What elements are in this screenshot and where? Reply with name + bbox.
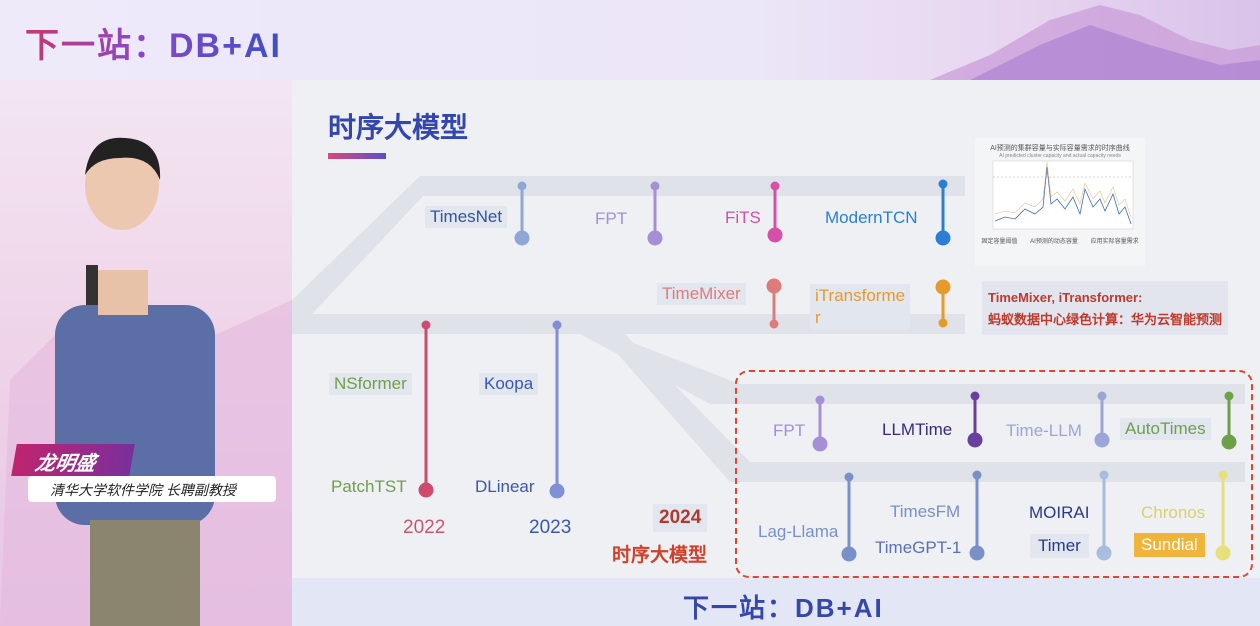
pin-fits bbox=[767, 181, 783, 243]
title-underline bbox=[328, 153, 386, 159]
model-timesnet: TimesNet bbox=[425, 206, 508, 228]
pin-timesnet bbox=[514, 181, 530, 246]
mini-chart-subtitle: AI predicted cluster capacity and actual… bbox=[999, 153, 1121, 159]
model-timesfm: TimesFM bbox=[890, 502, 961, 521]
model-fpt: FPT bbox=[595, 209, 628, 228]
year-2022: 2022 bbox=[403, 517, 446, 538]
model-fits: FiTS bbox=[725, 208, 761, 227]
model-nsformer: NSformer bbox=[329, 373, 412, 395]
footer-logo: 下一站：DB+AI bbox=[683, 593, 884, 623]
model-lag-llama: Lag-Llama bbox=[758, 522, 839, 541]
pin-2022 bbox=[418, 320, 434, 498]
pin-chronos bbox=[1215, 470, 1231, 561]
timeline-pins bbox=[418, 179, 1237, 562]
pin-autotimes bbox=[1221, 391, 1237, 450]
application-note: TimeMixer, iTransformer: 蚂蚁数据中心绿色计算：华为云智… bbox=[982, 281, 1228, 335]
pin-2023 bbox=[549, 320, 565, 499]
pin-time-llm bbox=[1094, 391, 1110, 448]
model-fpt-llm: FPT bbox=[773, 421, 806, 440]
model-timegpt-1: TimeGPT-1 bbox=[875, 538, 962, 557]
pin-moderntcn bbox=[935, 179, 951, 246]
note-line-2: 蚂蚁数据中心绿色计算：华为云智能预测 bbox=[988, 312, 1223, 327]
mini-chart-plot bbox=[992, 160, 1134, 230]
pin-itransformer bbox=[935, 279, 951, 328]
model-timemixer: TimeMixer bbox=[657, 283, 746, 305]
mini-legend-2: 应用实际容量需求 bbox=[1090, 239, 1139, 245]
mini-legend-1: AI预测的动态容量 bbox=[1030, 239, 1078, 245]
model-koopa: Koopa bbox=[479, 373, 539, 395]
model-autotimes: AutoTimes bbox=[1120, 418, 1211, 440]
model-itransformer: iTransforme r bbox=[810, 284, 911, 330]
model-llmtime: LLMTime bbox=[882, 420, 953, 439]
pin-fpt-llm bbox=[812, 395, 828, 452]
model-patchtst: PatchTST bbox=[331, 477, 407, 496]
year-2023: 2023 bbox=[529, 517, 572, 538]
speaker-title: 清华大学软件学院 长聘副教授 bbox=[28, 476, 276, 502]
mountain-decoration bbox=[930, 5, 1260, 80]
capacity-mini-chart: AI预测的集群容量与实际容量需求的时序曲线 AI predicted clust… bbox=[975, 138, 1145, 266]
pin-fpt bbox=[647, 181, 663, 246]
itransformer-line-2: r bbox=[815, 308, 821, 327]
event-logo: 下一站：DB+AI bbox=[25, 18, 282, 67]
pin-moirai bbox=[1096, 470, 1112, 561]
mini-legend-0: 固定容量阈值 bbox=[981, 239, 1018, 245]
footer-band bbox=[292, 578, 1260, 626]
model-timer: Timer bbox=[1030, 534, 1089, 558]
llm-highlight-box bbox=[735, 370, 1253, 578]
model-moirai: MOIRAI bbox=[1029, 503, 1090, 522]
mini-chart-title: AI预测的集群容量与实际容量需求的时序曲线 bbox=[990, 145, 1130, 152]
itransformer-line-1: iTransforme bbox=[815, 286, 906, 305]
model-moderntcn: ModernTCN bbox=[825, 208, 918, 227]
pin-timesfm bbox=[969, 470, 985, 561]
pin-llmtime bbox=[967, 391, 983, 448]
model-time-llm: Time-LLM bbox=[1006, 421, 1082, 440]
label-ts-foundation-models: 时序大模型 bbox=[612, 545, 708, 566]
year-2024: 2024 bbox=[653, 504, 708, 532]
model-chronos: Chronos bbox=[1141, 503, 1206, 522]
note-line-1: TimeMixer, iTransformer: bbox=[988, 290, 1143, 305]
slide-title: 时序大模型 bbox=[328, 112, 469, 143]
pin-timemixer bbox=[766, 278, 782, 329]
pin-lag-llama bbox=[841, 472, 857, 562]
model-dlinear: DLinear bbox=[475, 477, 535, 496]
model-sundial: Sundial bbox=[1134, 533, 1205, 557]
